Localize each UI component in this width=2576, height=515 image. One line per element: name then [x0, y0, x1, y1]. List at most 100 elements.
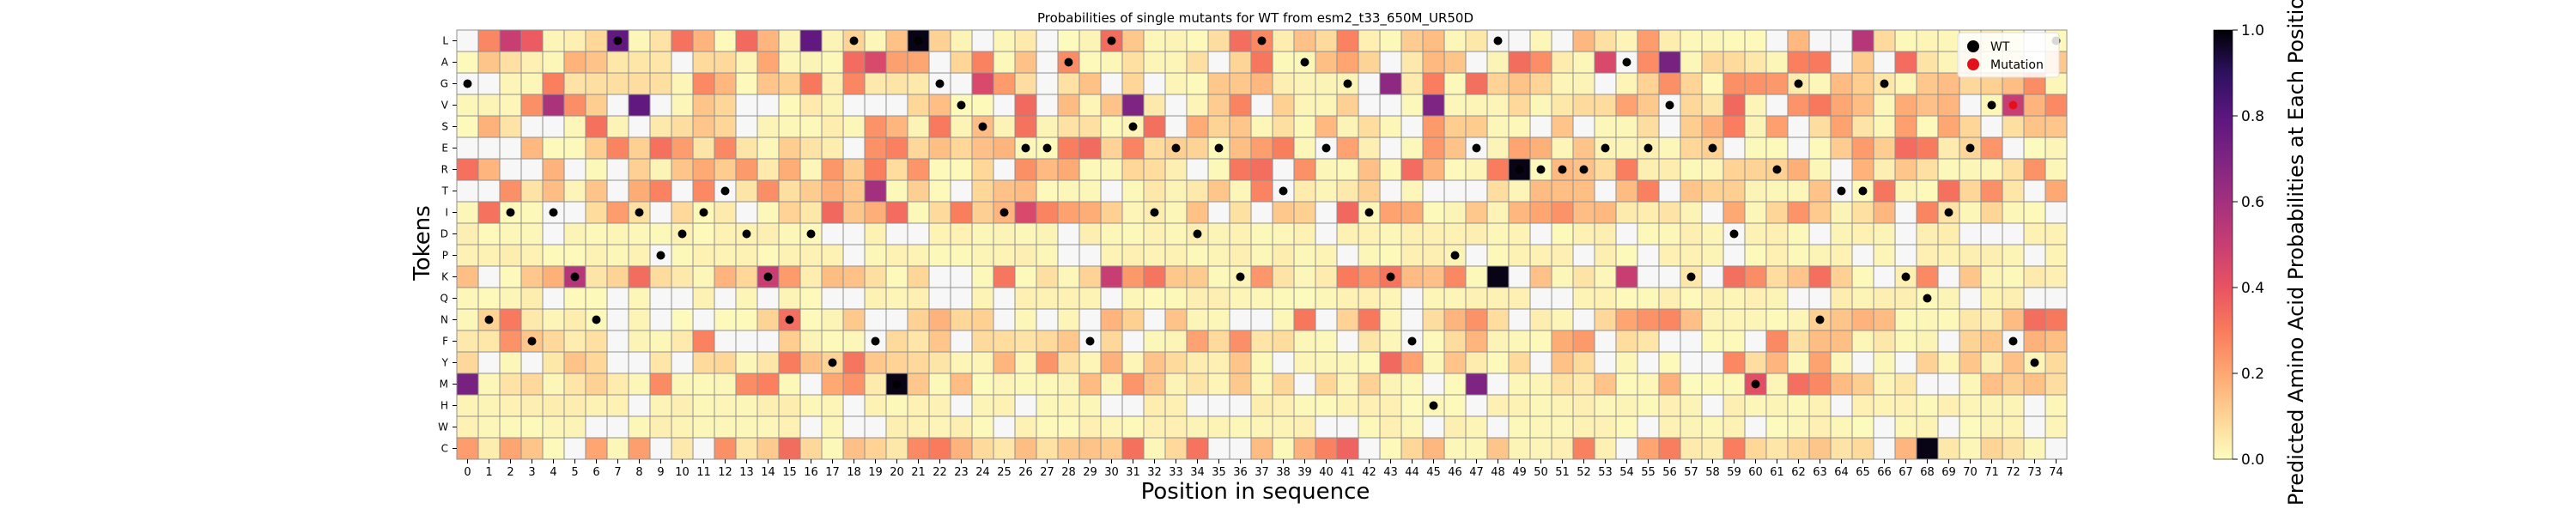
heatmap-cell — [864, 222, 887, 245]
heatmap-cell — [756, 351, 780, 374]
heatmap-cell — [1680, 351, 1703, 374]
wt-marker — [828, 358, 837, 367]
heatmap-cell — [1551, 201, 1574, 224]
heatmap-cell — [1057, 94, 1080, 117]
heatmap-cell — [1572, 265, 1595, 288]
heatmap-cell — [628, 115, 651, 138]
heatmap-cell — [971, 308, 994, 331]
x-tick-label: 69 — [1941, 466, 1956, 479]
heatmap-cell — [1358, 373, 1381, 396]
heatmap-cell — [1980, 179, 2003, 203]
wt-marker — [1257, 36, 1267, 45]
heatmap-cell — [1422, 437, 1445, 460]
heatmap-cell — [520, 115, 544, 138]
heatmap-cell — [1400, 158, 1424, 181]
heatmap-cell — [1057, 222, 1080, 245]
heatmap-cell — [1014, 394, 1037, 417]
heatmap-cell — [735, 201, 758, 224]
heatmap-cell — [2002, 136, 2025, 160]
heatmap-cell — [1744, 201, 1767, 224]
heatmap-cell — [1143, 330, 1166, 353]
heatmap-cell — [1486, 179, 1510, 203]
heatmap-cell — [842, 287, 866, 310]
x-tick-label: 51 — [1555, 466, 1570, 479]
heatmap-cell — [1057, 394, 1080, 417]
heatmap-cell — [2023, 330, 2046, 353]
heatmap-cell — [1379, 158, 1402, 181]
heatmap-cell — [1229, 94, 1252, 117]
heatmap-cell — [1508, 330, 1531, 353]
heatmap-cell — [542, 330, 565, 353]
heatmap-cell — [1336, 308, 1359, 331]
heatmap-cell — [1057, 72, 1080, 95]
heatmap-cell — [1057, 373, 1080, 396]
heatmap-cell — [1379, 415, 1402, 439]
heatmap-cell — [1615, 115, 1638, 138]
x-tick-label: 20 — [890, 466, 904, 479]
heatmap-cell — [649, 51, 672, 74]
heatmap-cell — [1057, 351, 1080, 374]
heatmap-cell — [1959, 158, 1982, 181]
heatmap-cell — [1808, 115, 1832, 138]
heatmap-cell — [1229, 415, 1252, 439]
heatmap-cell — [907, 308, 930, 331]
heatmap-cell — [993, 415, 1016, 439]
heatmap-cell — [1422, 72, 1445, 95]
heatmap-cell — [756, 244, 780, 267]
heatmap-cell — [585, 373, 608, 396]
wt-marker — [1536, 165, 1546, 174]
heatmap-cell — [1358, 29, 1381, 52]
heatmap-cell — [1615, 201, 1638, 224]
heatmap-cell — [1701, 222, 1724, 245]
heatmap-cell — [1722, 179, 1746, 203]
heatmap-cell — [1916, 115, 1939, 138]
heatmap-cell — [2002, 415, 2025, 439]
heatmap-cell — [1207, 51, 1230, 74]
heatmap-cell — [1680, 51, 1703, 74]
heatmap-cell — [928, 29, 951, 52]
heatmap-cell — [1551, 115, 1574, 138]
heatmap-cell — [993, 330, 1016, 353]
chart-title: Probabilities of single mutants for WT f… — [1037, 10, 1473, 27]
heatmap-cell — [2023, 394, 2046, 417]
heatmap-cell — [1486, 72, 1510, 95]
heatmap-cell — [1100, 330, 1123, 353]
heatmap-cell — [1894, 72, 1917, 95]
heatmap-cell — [1250, 308, 1273, 331]
heatmap-cell — [885, 265, 908, 288]
colorbar: 0.00.20.40.60.81.0 Predicted Amino Acid … — [2213, 0, 2308, 506]
heatmap-cell — [1443, 265, 1467, 288]
heatmap-cell — [907, 94, 930, 117]
heatmap-cell — [1229, 437, 1252, 460]
heatmap-cell — [649, 351, 672, 374]
heatmap-cell — [1336, 415, 1359, 439]
heatmap-cell — [1551, 287, 1574, 310]
heatmap-cell — [1186, 437, 1209, 460]
heatmap-cell — [606, 222, 629, 245]
heatmap-cell — [885, 72, 908, 95]
heatmap-cell — [993, 29, 1016, 52]
heatmap-cell — [542, 158, 565, 181]
heatmap-cell — [1658, 201, 1681, 224]
wt-marker — [1450, 251, 1460, 260]
heatmap-cell — [649, 415, 672, 439]
x-tick-label: 2 — [507, 466, 513, 479]
heatmap-cell — [778, 51, 801, 74]
heatmap-cell — [864, 136, 887, 160]
heatmap-cell — [1744, 287, 1767, 310]
heatmap-cell — [1894, 201, 1917, 224]
heatmap-cell — [1293, 115, 1316, 138]
heatmap-cell — [1422, 287, 1445, 310]
heatmap-cell — [1937, 244, 1960, 267]
heatmap-cell — [928, 179, 951, 203]
heatmap-cell — [1121, 29, 1145, 52]
heatmap-cell — [1486, 330, 1510, 353]
heatmap-cell — [928, 308, 951, 331]
heatmap-cell — [1637, 394, 1660, 417]
heatmap-cell — [1572, 179, 1595, 203]
heatmap-cell — [1207, 437, 1230, 460]
heatmap-cell — [1551, 330, 1574, 353]
heatmap-cell — [1078, 437, 1102, 460]
x-tick-label: 48 — [1491, 466, 1505, 479]
heatmap-cell — [1529, 179, 1552, 203]
